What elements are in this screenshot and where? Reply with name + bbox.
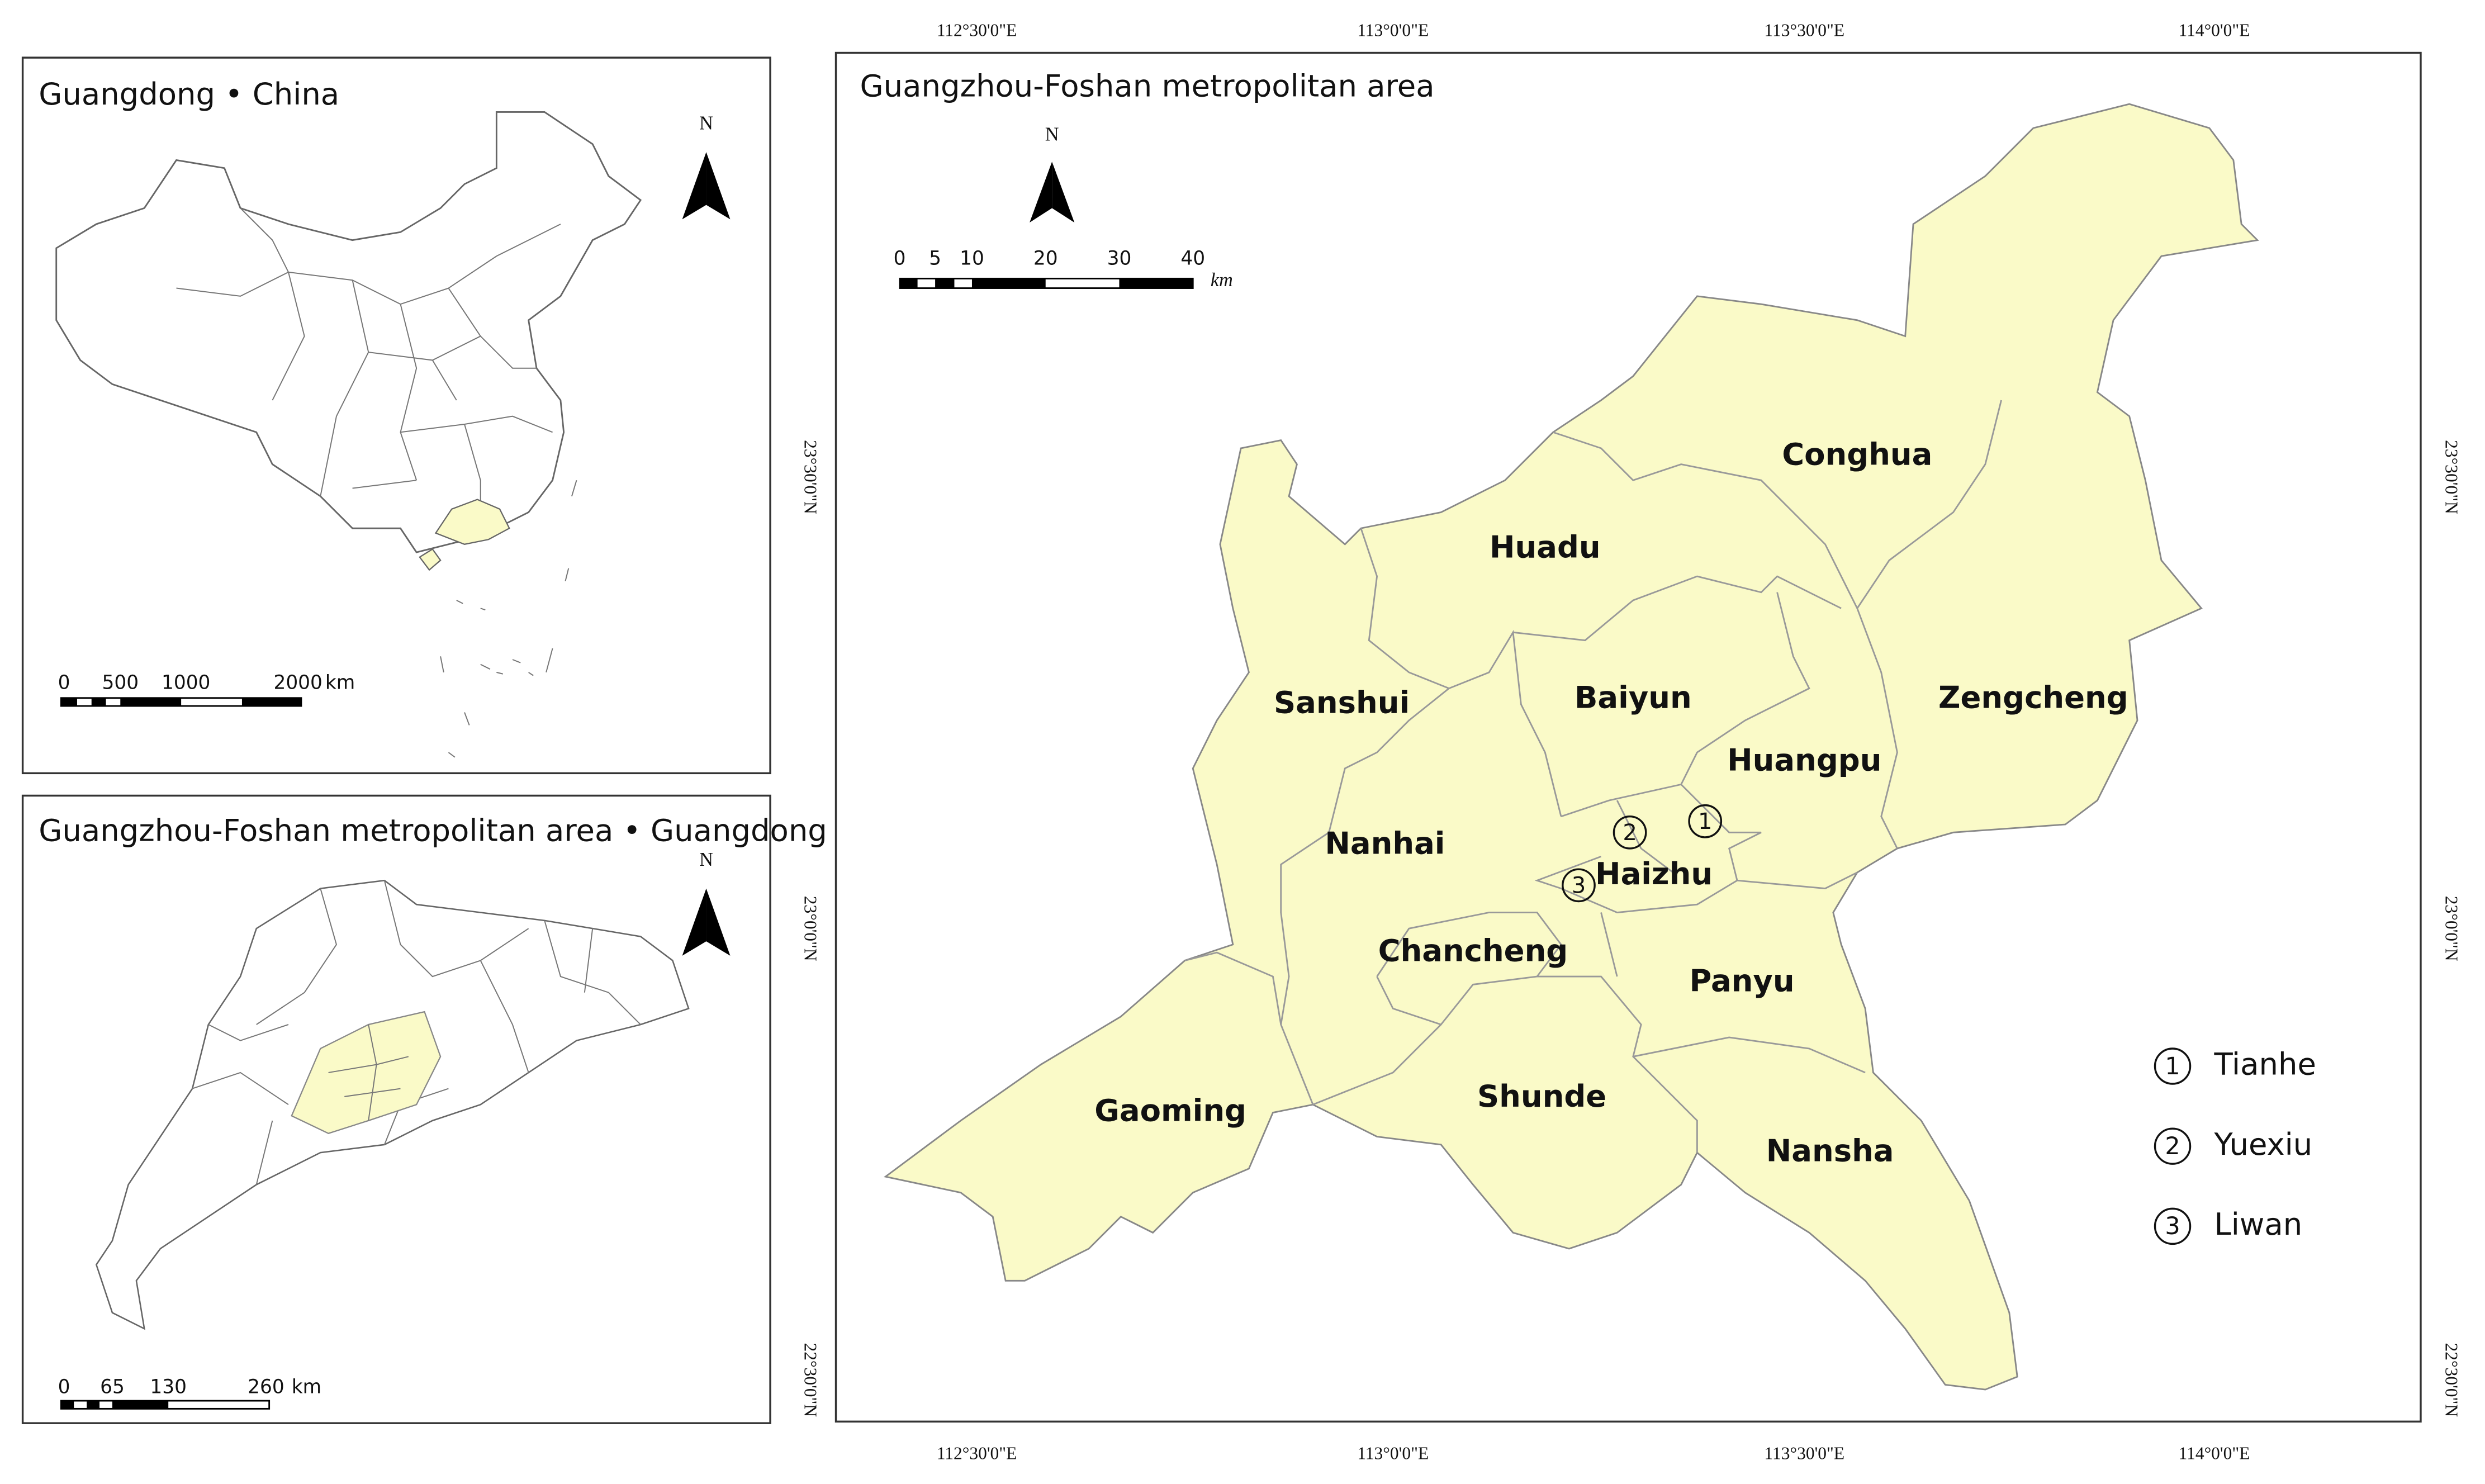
- legend-circle: [2154, 1047, 2192, 1085]
- scale-label: 65: [100, 1376, 125, 1398]
- scale-label: 10: [960, 247, 984, 269]
- longitude-label: 114°0'0"E: [2179, 21, 2250, 40]
- legend-number: 3: [2165, 1212, 2180, 1240]
- scale-labels: 0 65 130 260 km: [58, 1376, 322, 1398]
- north-label: N: [699, 112, 713, 134]
- legend: 1 Tianhe 2 Yuexiu 3 Liwan: [2154, 1046, 2316, 1245]
- metro-area-lines: [328, 1024, 409, 1121]
- district-label: Gaoming: [1094, 1093, 1246, 1129]
- district-label: Panyu: [1690, 963, 1795, 999]
- north-label: N: [699, 849, 713, 870]
- legend-number: 1: [2165, 1052, 2180, 1080]
- district-label: Huadu: [1490, 529, 1601, 565]
- longitude-label: 113°0'0"E: [1357, 1444, 1429, 1463]
- district-label: Haizhu: [1595, 856, 1713, 892]
- scale-bar: [60, 1400, 271, 1410]
- scale-label: 5: [929, 247, 941, 269]
- scale-label: 1000: [162, 671, 210, 694]
- marker-circle: [1613, 815, 1647, 850]
- map-title: Guangzhou-Foshan metropolitan area: [860, 68, 1434, 104]
- scale-label: 130: [150, 1376, 187, 1398]
- district-label: Huangpu: [1727, 742, 1881, 777]
- latitude-label: 23°30'0"N: [2441, 440, 2461, 514]
- legend-circle: [2154, 1207, 2192, 1245]
- north-arrow: [682, 888, 706, 956]
- longitude-label: 113°30'0"E: [1764, 1444, 1844, 1463]
- scale-label: 2000: [273, 671, 322, 694]
- north-arrow: [1030, 162, 1052, 223]
- scale-unit: km: [1211, 269, 1233, 291]
- china-outline: [55, 111, 642, 553]
- latitude-label: 22°30'0"N: [801, 1343, 821, 1417]
- guangdong-inset: Guangzhou-Foshan metropolitan area • Gua…: [21, 794, 827, 1424]
- province-lines: [176, 207, 561, 537]
- district-boundaries: [1184, 400, 2002, 1153]
- scale-labels: 0 500 1000 2000 km: [58, 671, 355, 694]
- scale-label: 260: [248, 1376, 284, 1398]
- marker-circle: [1688, 804, 1723, 838]
- metro-area-highlight: [291, 1011, 442, 1134]
- district-labels: Conghua Huadu Zengcheng Baiyun Sanshui Huangp…: [1094, 436, 2128, 1168]
- longitude-label: 112°30'0"E: [937, 1444, 1017, 1463]
- inset-title: Guangdong • China: [39, 76, 339, 112]
- district-label: Nansha: [1766, 1132, 1894, 1168]
- scale-unit: km: [325, 671, 355, 694]
- legend-circle: [2154, 1127, 2192, 1165]
- legend-label: Liwan: [2214, 1206, 2302, 1242]
- scale-bar: [899, 277, 1194, 289]
- north-label: N: [1045, 124, 1059, 145]
- scale-label: 0: [58, 671, 70, 694]
- scale-label: 20: [1033, 247, 1058, 269]
- north-arrow: [706, 888, 731, 956]
- latitude-label: 23°0'0"N: [801, 896, 821, 961]
- longitude-label: 114°0'0"E: [2179, 1444, 2250, 1463]
- district-label: Nanhai: [1325, 825, 1445, 861]
- scale-unit: km: [292, 1376, 321, 1398]
- latitude-label: 23°0'0"N: [2441, 896, 2461, 961]
- district-label: Baiyun: [1575, 680, 1692, 715]
- scale-label: 30: [1107, 247, 1132, 269]
- legend-number: 2: [2165, 1132, 2180, 1160]
- hainan-highlight: [419, 548, 442, 571]
- inset-title: Guangzhou-Foshan metropolitan area • Gua…: [39, 812, 827, 848]
- district-label: Chancheng: [1378, 932, 1568, 968]
- north-arrow: [706, 152, 731, 220]
- scale-labels: 0 5 10 20 30 40 km: [894, 247, 1233, 290]
- marker-number: 1: [1698, 809, 1713, 835]
- north-arrow: [682, 152, 706, 220]
- guangdong-highlight: [434, 499, 510, 545]
- scale-label: 500: [102, 671, 139, 694]
- marker-number: 2: [1623, 820, 1637, 846]
- marker-circle: [1562, 868, 1596, 903]
- district-label: Sanshui: [1274, 684, 1410, 720]
- longitude-label: 112°30'0"E: [937, 21, 1017, 40]
- graticule-labels: 112°30'0"E112°30'0"E113°0'0"E113°0'0"E11…: [801, 21, 2462, 1463]
- china-inset: Guangdong • China N 0 500 1000 2000 km: [21, 56, 771, 775]
- district-label: Zengcheng: [1938, 680, 2128, 715]
- longitude-label: 113°30'0"E: [1764, 21, 1844, 40]
- scale-label: 0: [894, 247, 906, 269]
- scale-label: 40: [1180, 247, 1205, 269]
- district-label: Conghua: [1782, 436, 1932, 472]
- scale-bar: [60, 697, 302, 707]
- latitude-label: 23°30'0"N: [801, 440, 821, 514]
- marker-number: 3: [1572, 873, 1586, 899]
- longitude-label: 113°0'0"E: [1357, 21, 1429, 40]
- legend-label: Yuexiu: [2213, 1126, 2312, 1162]
- scale-label: 0: [58, 1376, 70, 1398]
- metro-area: [883, 103, 2259, 1391]
- district-label: Shunde: [1477, 1078, 1606, 1114]
- legend-label: Tianhe: [2213, 1046, 2316, 1082]
- latitude-label: 22°30'0"N: [2441, 1343, 2461, 1417]
- islands: [440, 480, 577, 758]
